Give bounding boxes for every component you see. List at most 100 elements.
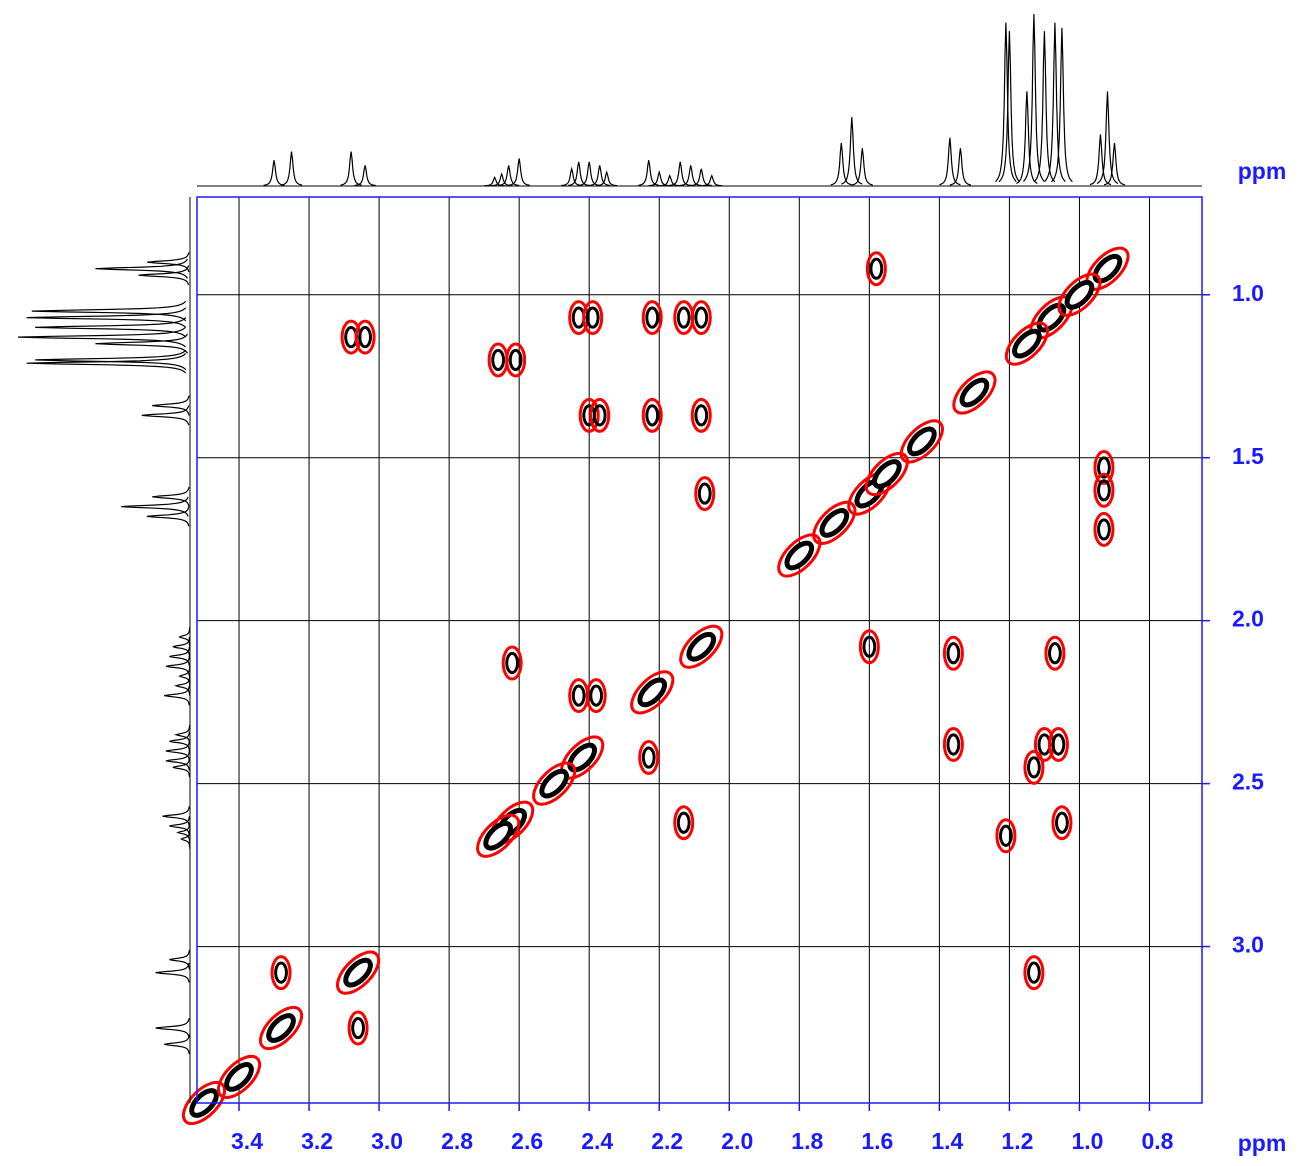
left-projection-peak [165,656,190,677]
x-tick-label: 2.8 [441,1128,473,1154]
cross-peak-inner [358,326,372,349]
top-projection-peak [939,137,961,186]
cross-peak-inner [697,482,712,505]
left-projection-peak [26,352,187,374]
cross-peak-outer [1047,727,1069,763]
cross-peak-outer [858,629,880,665]
top-projection-peak [491,172,513,187]
top-projection-peak [1022,13,1045,182]
cross-peak-outer [673,805,695,841]
cross-peak-outer [942,635,964,671]
cross-peak-outer [638,740,660,776]
plot-frame [196,196,1203,1104]
cross-peak-inner [946,642,961,665]
cross-peak-inner [907,426,937,457]
cross-peak-outer [585,678,607,714]
top-projection-peak [1044,22,1066,183]
left-projection-peak [95,258,188,279]
cross-peak-inner [592,404,607,427]
left-projection-peak [174,725,191,745]
cross-peak-inner [641,746,656,769]
left-projection-peak [152,395,190,416]
left-projection-peak [169,731,190,752]
cross-peak-outer [777,533,822,578]
cross-peak-inner [1097,456,1111,479]
left-projection-peak [179,829,191,849]
cross-peak-inner [224,1062,254,1092]
top-projection-peak [998,31,1021,183]
x-axis-label: ppm [1238,1130,1287,1156]
cross-peak-inner [1027,756,1041,779]
y-tick-label: 2.0 [1232,606,1264,632]
x-tick-label: 1.2 [1001,1128,1033,1154]
cross-peak-inner [585,306,600,329]
left-projection-peak [165,750,190,771]
cross-peak-inner [343,957,373,988]
top-projection-peak [830,142,852,186]
cross-peak-inner [274,961,288,984]
x-tick-label: 1.8 [791,1128,823,1154]
cross-peak-outer [505,342,527,378]
cross-peak-outer [942,727,964,763]
left-projection-peak [35,317,187,338]
cross-peak-inner [1064,279,1095,310]
y-axis-label: ppm [1238,158,1287,184]
cross-peak-inner [571,684,586,707]
left-projection-peak [152,486,190,507]
cross-peak-outer [501,645,523,681]
top-projection-peak [508,158,530,186]
cross-peak-outer [1093,511,1115,547]
cross-peak-inner [1097,518,1111,541]
cross-peak-inner [589,684,604,707]
left-projection-peak [164,685,190,706]
top-projection-peak [498,165,520,186]
cross-peak-inner [645,306,660,329]
top-projection-peak [995,22,1017,183]
top-projection-peak [340,151,362,186]
x-tick-label: 3.4 [231,1128,263,1154]
top-projection-peak [680,165,702,186]
cross-peak-outer [582,300,604,336]
left-projection-peak [138,265,190,286]
cross-peak-inner [508,348,523,372]
top-projection-peak [638,160,660,186]
cross-peak-outer [1093,472,1115,508]
x-tick-label: 3.2 [301,1128,333,1154]
top-projection-peak [659,174,681,187]
x-tick-label: 3.0 [371,1128,403,1154]
cross-peak-outer [864,451,909,497]
left-projection-peak [141,405,190,426]
cross-peak-outer [476,813,521,858]
left-projection-peak [146,506,190,527]
cross-peak-outer [641,397,663,433]
cross-peak-outer [1051,805,1073,841]
cross-peak-inner [1012,328,1042,359]
top-projection-peak [669,161,691,186]
cross-peak-outer [1093,449,1115,485]
top-projection-peak [851,148,873,186]
cross-peak-inner [483,820,513,851]
cross-peak-outer [952,370,997,415]
top-projection-peak [280,151,303,186]
cross-peak-outer [258,1005,304,1051]
x-tick-label: 0.8 [1141,1128,1173,1154]
left-projection-peak [31,300,187,322]
cross-peak-outer [336,950,381,995]
cross-peak-inner [1092,253,1123,284]
cross-peak-inner [869,257,884,280]
cross-peak-inner [819,508,850,538]
top-projection-peak [1096,91,1119,184]
left-projection-peak [176,822,191,843]
cross-peak-outer [694,476,716,512]
top-projection-peak [1103,142,1126,186]
cross-peak-outer [679,624,724,669]
y-tick-label: 2.5 [1232,769,1264,795]
left-projection-peak [169,816,190,836]
left-projection-peak [172,636,191,657]
x-tick-label: 2.2 [651,1128,683,1154]
x-tick-label: 2.4 [581,1128,613,1154]
cross-peak-inner [491,348,506,372]
cross-peak-inner [1027,961,1041,984]
cross-peak-outer [1057,272,1102,317]
